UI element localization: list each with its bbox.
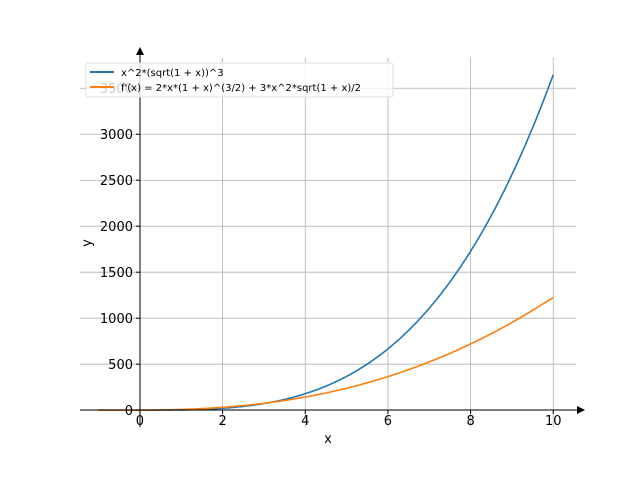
y-tick-label: 2500 [100,174,133,189]
grid [80,57,576,428]
legend-label-1: f'(x) = 2*x*(1 + x)^(3/2) + 3*x^2*sqrt(1… [121,83,361,94]
y-tick-label: 1500 [100,266,133,281]
y-tick-label: 1000 [100,312,133,327]
axes [80,47,585,427]
legend: x^2*(sqrt(1 + x))^3 f'(x) = 2*x*(1 + x)^… [85,62,394,98]
y-axis-arrow [136,47,144,55]
legend-box [85,62,394,98]
x-tick-label: 2 [218,414,226,429]
y-tick-label: 0 [125,404,133,419]
series-line-1 [98,296,554,412]
x-axis-label: x [324,432,332,447]
y-tick-label: 2000 [100,220,133,235]
x-tick-label: 0 [136,414,144,429]
y-tick-label: 3000 [100,128,133,143]
x-tick-label: 10 [545,414,562,429]
y-axis-label: y [80,239,95,247]
curves [98,74,555,412]
legend-label-0: x^2*(sqrt(1 + x))^3 [121,68,224,79]
x-tick-label: 4 [301,414,309,429]
x-tick-label: 6 [384,414,392,429]
x-tick-label: 8 [466,414,474,429]
series-line-0 [98,74,555,412]
y-tick-label: 500 [108,358,133,373]
x-axis-arrow [577,406,585,414]
